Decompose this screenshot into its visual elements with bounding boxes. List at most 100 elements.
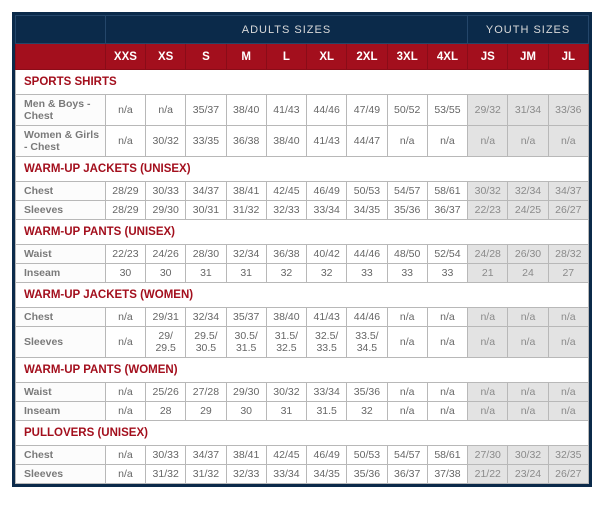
header-adults: ADULTS SIZES [105, 16, 467, 44]
cell-adult: 31 [186, 264, 226, 283]
cell-adult: 25/26 [146, 383, 186, 402]
header-blank [16, 16, 106, 44]
cell-adult: 33/34 [266, 465, 306, 484]
cell-youth: 34/37 [548, 182, 588, 201]
header-youth: YOUTH SIZES [468, 16, 589, 44]
cell-adult: n/a [427, 126, 467, 157]
cell-adult: n/a [105, 95, 145, 126]
cell-youth: 31/34 [508, 95, 548, 126]
header-size-youth: JS [468, 44, 508, 70]
cell-adult: n/a [105, 383, 145, 402]
cell-adult: 31 [266, 402, 306, 421]
cell-adult: 50/53 [347, 182, 387, 201]
cell-adult: 33 [387, 264, 427, 283]
cell-youth: 26/27 [548, 465, 588, 484]
section-title: WARM-UP JACKETS (WOMEN) [16, 283, 589, 308]
cell-youth: n/a [508, 308, 548, 327]
cell-youth: n/a [508, 383, 548, 402]
cell-adult: 38/40 [226, 95, 266, 126]
cell-adult: 37/38 [427, 465, 467, 484]
row-label: Waist [16, 383, 106, 402]
size-chart: ADULTS SIZES YOUTH SIZES XXSXSSMLXL2XL3X… [12, 12, 592, 487]
cell-adult: 33/35 [186, 126, 226, 157]
cell-adult: 35/37 [186, 95, 226, 126]
row-label: Chest [16, 308, 106, 327]
cell-adult: 31/32 [146, 465, 186, 484]
cell-adult: 35/37 [226, 308, 266, 327]
table-row: Chestn/a29/3132/3435/3738/4041/4344/46n/… [16, 308, 589, 327]
cell-adult: n/a [105, 465, 145, 484]
cell-youth: n/a [468, 402, 508, 421]
cell-adult: 33/34 [307, 383, 347, 402]
cell-adult: 29/31 [146, 308, 186, 327]
cell-youth: n/a [508, 402, 548, 421]
cell-adult: n/a [387, 327, 427, 358]
row-label: Men & Boys - Chest [16, 95, 106, 126]
cell-adult: 34/37 [186, 182, 226, 201]
cell-youth: 26/30 [508, 245, 548, 264]
cell-adult: 30 [146, 264, 186, 283]
cell-youth: 32/34 [508, 182, 548, 201]
cell-youth: 30/32 [508, 446, 548, 465]
cell-adult: 40/42 [307, 245, 347, 264]
cell-youth: 29/32 [468, 95, 508, 126]
row-label: Inseam [16, 402, 106, 421]
table-row: Inseam303031313232333333212427 [16, 264, 589, 283]
cell-adult: n/a [427, 308, 467, 327]
cell-adult: 46/49 [307, 446, 347, 465]
header-size-row: XXSXSSMLXL2XL3XL4XLJSJMJL [16, 44, 589, 70]
cell-adult: n/a [105, 446, 145, 465]
cell-adult: 42/45 [266, 182, 306, 201]
cell-adult: 48/50 [387, 245, 427, 264]
cell-adult: 36/38 [226, 126, 266, 157]
header-size-adult: 3XL [387, 44, 427, 70]
cell-adult: 31 [226, 264, 266, 283]
cell-adult: 30/31 [186, 201, 226, 220]
header-size-adult: XS [146, 44, 186, 70]
section-header: WARM-UP JACKETS (WOMEN) [16, 283, 589, 308]
cell-youth: 21/22 [468, 465, 508, 484]
section-title: SPORTS SHIRTS [16, 70, 589, 95]
cell-youth: 32/35 [548, 446, 588, 465]
row-label: Women & Girls - Chest [16, 126, 106, 157]
cell-adult: 32.5/ 33.5 [307, 327, 347, 358]
cell-adult: 58/61 [427, 182, 467, 201]
size-table: ADULTS SIZES YOUTH SIZES XXSXSSMLXL2XL3X… [15, 15, 589, 484]
section-header: WARM-UP PANTS (WOMEN) [16, 358, 589, 383]
cell-adult: 30/32 [266, 383, 306, 402]
cell-adult: n/a [146, 95, 186, 126]
table-row: Chest28/2930/3334/3738/4142/4546/4950/53… [16, 182, 589, 201]
table-row: Women & Girls - Chestn/a30/3233/3536/383… [16, 126, 589, 157]
cell-adult: 41/43 [266, 95, 306, 126]
header-size-adult: XXS [105, 44, 145, 70]
table-row: Inseamn/a2829303131.532n/an/an/an/an/a [16, 402, 589, 421]
cell-adult: 32/33 [266, 201, 306, 220]
section-header: SPORTS SHIRTS [16, 70, 589, 95]
header-size-blank [16, 44, 106, 70]
section-title: WARM-UP PANTS (WOMEN) [16, 358, 589, 383]
cell-youth: n/a [548, 308, 588, 327]
cell-adult: n/a [387, 402, 427, 421]
table-row: Sleevesn/a31/3231/3232/3333/3434/3535/36… [16, 465, 589, 484]
cell-adult: 38/41 [226, 446, 266, 465]
cell-youth: n/a [468, 126, 508, 157]
section-header: WARM-UP PANTS (UNISEX) [16, 220, 589, 245]
cell-adult: 30 [226, 402, 266, 421]
cell-adult: n/a [105, 327, 145, 358]
cell-adult: 53/55 [427, 95, 467, 126]
cell-youth: n/a [548, 327, 588, 358]
cell-adult: 27/28 [186, 383, 226, 402]
cell-adult: 24/26 [146, 245, 186, 264]
cell-adult: n/a [387, 383, 427, 402]
cell-adult: n/a [105, 402, 145, 421]
cell-adult: 30/33 [146, 446, 186, 465]
header-size-adult: S [186, 44, 226, 70]
cell-adult: 41/43 [307, 126, 347, 157]
cell-adult: 34/37 [186, 446, 226, 465]
cell-adult: 36/38 [266, 245, 306, 264]
table-row: Sleevesn/a29/ 29.529.5/ 30.530.5/ 31.531… [16, 327, 589, 358]
cell-youth: n/a [508, 327, 548, 358]
row-label: Chest [16, 446, 106, 465]
table-row: Waist22/2324/2628/3032/3436/3840/4244/46… [16, 245, 589, 264]
section-title: PULLOVERS (UNISEX) [16, 421, 589, 446]
